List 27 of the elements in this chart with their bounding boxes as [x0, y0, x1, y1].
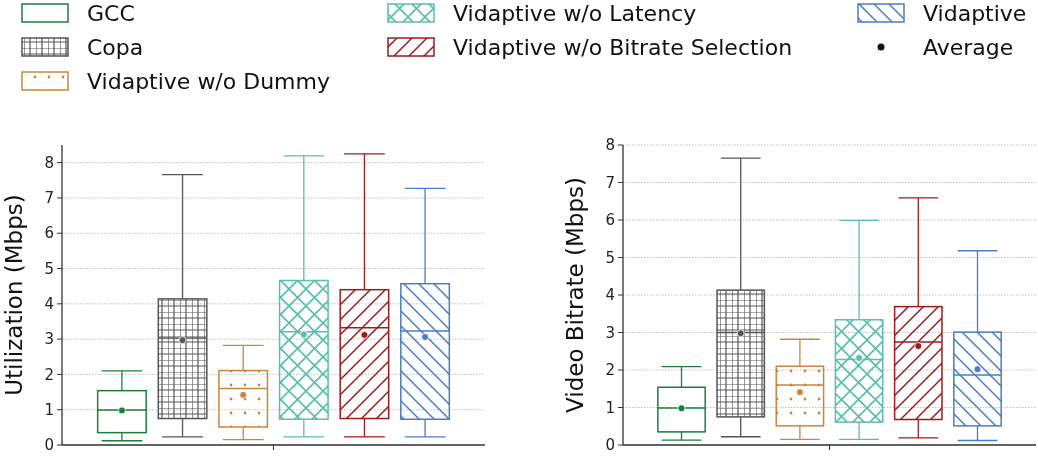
y-tick-label: 8	[605, 136, 615, 155]
y-tick-label: 1	[44, 400, 54, 419]
y-tick-label: 3	[605, 323, 615, 342]
legend-label: GCC	[87, 0, 135, 26]
y-tick-label: 5	[605, 248, 615, 267]
y-tick-label: 2	[605, 361, 615, 380]
y-tick-label: 5	[44, 259, 54, 278]
legend-label: Vidaptive w/o Latency	[453, 0, 697, 26]
y-tick-label: 2	[44, 365, 54, 384]
y-tick-label: 3	[44, 330, 54, 349]
y-tick-label: 0	[605, 436, 615, 455]
legend-label: Vidaptive	[923, 0, 1027, 26]
legend-label: Copa	[87, 34, 144, 60]
y-tick-label: 4	[605, 286, 615, 305]
y-tick-label: 7	[44, 189, 54, 208]
y-tick-label: 4	[44, 295, 54, 314]
legend-label: Vidaptive w/o Bitrate Selection	[453, 34, 793, 60]
text: Average	[923, 34, 1014, 60]
y-tick-label: 8	[44, 153, 54, 172]
y-tick-label: 7	[605, 173, 615, 192]
y-axis-title: Utilization (Mbps)	[1, 194, 27, 396]
legend-label: Vidaptive w/o Dummy	[87, 68, 330, 94]
y-tick-label: 6	[44, 224, 54, 243]
y-tick-label: 6	[605, 211, 615, 230]
y-axis-title: Video Bitrate (Mbps)	[562, 177, 588, 413]
y-tick-label: 0	[44, 436, 54, 455]
y-tick-label: 1	[605, 398, 615, 417]
